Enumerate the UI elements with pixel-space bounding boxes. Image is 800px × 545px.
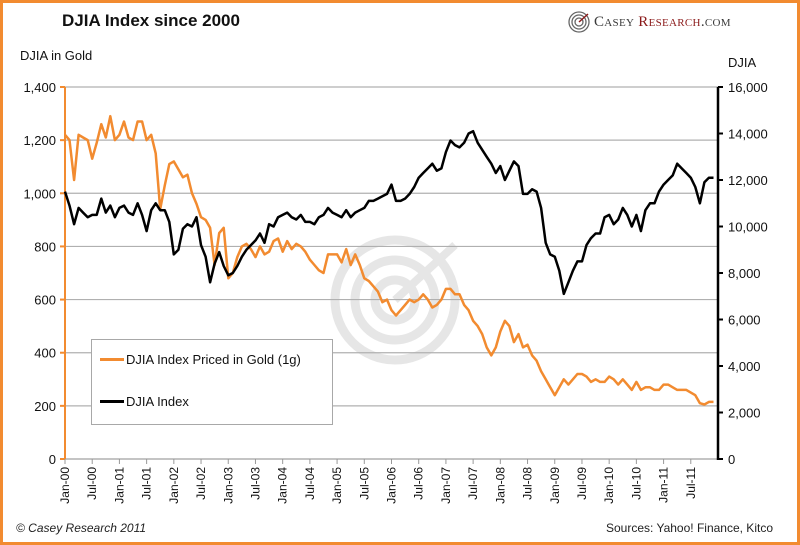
y-ticks-left: 0 200 400 600 800 1,000 1,200 1,400 xyxy=(23,80,65,467)
series-line-djia-in-gold xyxy=(64,114,714,406)
y-tick-label-left: 200 xyxy=(34,399,56,414)
y-tick-label-left: 400 xyxy=(34,346,56,361)
x-tick-label: Jul-10 xyxy=(629,467,643,500)
x-tick-label: Jul-09 xyxy=(575,467,589,500)
x-tick-label: Jan-09 xyxy=(548,467,562,504)
y-tick-label-left: 1,200 xyxy=(23,133,56,148)
y-tick-label-left: 800 xyxy=(34,239,56,254)
y-ticks-right: 0 2,000 4,000 6,000 8,000 10,000 12,000 14,000 1… xyxy=(718,80,768,467)
x-tick-label: Jul-05 xyxy=(357,467,371,500)
x-tick-label: Jul-00 xyxy=(85,467,99,500)
y-tick-label-right: 12,000 xyxy=(728,173,768,188)
x-tick-label: Jan-07 xyxy=(439,467,453,504)
legend-label-djia: DJIA Index xyxy=(126,394,189,409)
x-tick-label: Jul-07 xyxy=(466,467,480,500)
target-logo-icon xyxy=(568,11,590,33)
y-tick-label-right: 0 xyxy=(728,452,735,467)
x-tick-label: Jan-02 xyxy=(167,467,181,504)
legend-label-gold: DJIA Index Priced in Gold (1g) xyxy=(126,352,301,367)
y-tick-label-left: 600 xyxy=(34,293,56,308)
y-tick-label-right: 6,000 xyxy=(728,313,761,328)
series-lines xyxy=(63,114,714,406)
x-tick-label: Jul-02 xyxy=(194,467,208,500)
x-tick-label: Jan-11 xyxy=(657,467,671,503)
y-tick-label-right: 8,000 xyxy=(728,266,761,281)
y-tick-label-right: 14,000 xyxy=(728,127,768,142)
chart-title: DJIA Index since 2000 xyxy=(62,11,240,30)
x-tick-label: Jan-06 xyxy=(385,467,399,504)
y-tick-label-left: 0 xyxy=(49,452,56,467)
casey-research-logo: Casey Research.com xyxy=(568,11,731,33)
legend-swatch-gold xyxy=(100,358,124,361)
series-line-djia-index xyxy=(63,129,714,296)
x-tick-label: Jan-08 xyxy=(493,467,507,504)
x-tick-label: Jan-03 xyxy=(221,467,235,504)
legend-swatch-djia xyxy=(100,400,124,403)
x-tick-label: Jan-10 xyxy=(602,467,616,504)
y-tick-label-left: 1,400 xyxy=(23,80,56,95)
legend: DJIA Index Priced in Gold (1g) DJIA Inde… xyxy=(91,339,333,425)
x-tick-label: Jan-04 xyxy=(276,467,290,504)
y-tick-label-right: 4,000 xyxy=(728,359,761,374)
x-tick-label: Jul-04 xyxy=(303,467,317,500)
x-tick-label: Jul-03 xyxy=(248,467,262,500)
x-tick-label: Jul-01 xyxy=(140,467,154,500)
x-tick-label: Jan-00 xyxy=(58,467,72,504)
y-tick-label-right: 2,000 xyxy=(728,406,761,421)
x-tick-label: Jan-01 xyxy=(112,467,126,504)
y-axis-left-label: DJIA in Gold xyxy=(20,48,93,63)
x-tick-label: Jul-11 xyxy=(684,467,698,499)
x-tick-label: Jul-06 xyxy=(412,467,426,500)
x-tick-label: Jan-05 xyxy=(330,467,344,504)
copyright-note: © Casey Research 2011 xyxy=(16,521,147,535)
y-axis-right-label: DJIA xyxy=(728,55,757,70)
x-ticks: Jan-00 Jul-00 Jan-01 Jul-01 Jan-02 Jul-02 Jan-… xyxy=(58,459,698,504)
y-tick-label-left: 1,000 xyxy=(23,186,56,201)
legend-item-djia: DJIA Index xyxy=(100,394,189,409)
logo-text: Casey Research.com xyxy=(594,13,731,30)
y-tick-label-right: 16,000 xyxy=(728,80,768,95)
y-tick-label-right: 10,000 xyxy=(728,220,768,235)
sources-note: Sources: Yahoo! Finance, Kitco xyxy=(606,521,773,535)
x-tick-label: Jul-08 xyxy=(521,467,535,500)
legend-item-gold: DJIA Index Priced in Gold (1g) xyxy=(100,352,301,367)
